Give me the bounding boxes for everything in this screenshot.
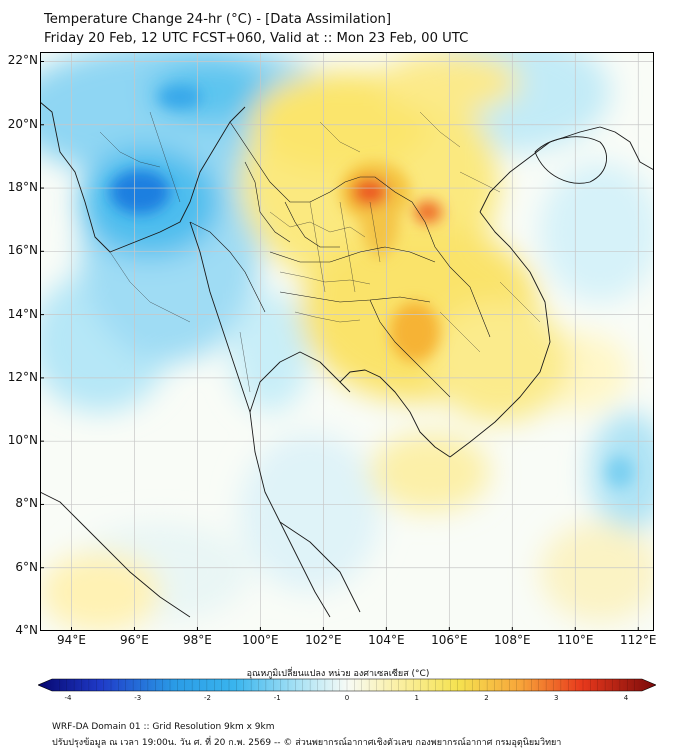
y-tick-label: 20°N bbox=[7, 116, 38, 131]
map-frame bbox=[40, 52, 654, 631]
x-tick-label: 96°E bbox=[120, 633, 149, 647]
footer-credit: ปรับปรุงข้อมูล ณ เวลา 19:00น. วัน ศ. ที่… bbox=[52, 738, 562, 748]
colorbar-tick-label: -2 bbox=[204, 694, 211, 702]
y-tick-label: 10°N bbox=[7, 433, 38, 448]
map-title: Temperature Change 24-hr (°C) - [Data As… bbox=[44, 12, 392, 27]
colorbar-tick-label: 1 bbox=[414, 694, 419, 702]
colorbar-tick-label: 3 bbox=[554, 694, 559, 702]
map-subtitle: Friday 20 Feb, 12 UTC FCST+060, Valid at… bbox=[44, 31, 469, 46]
colorbar-tick-label: 2 bbox=[484, 694, 489, 702]
x-tick-label: 98°E bbox=[182, 633, 212, 647]
x-tick-label: 104°E bbox=[368, 633, 405, 647]
heat-hotspots bbox=[110, 85, 634, 488]
x-tick-label: 110°E bbox=[557, 633, 594, 647]
x-tick-label: 106°E bbox=[431, 633, 468, 647]
x-tick-label: 102°E bbox=[305, 633, 342, 647]
colorbar-tick-label: -1 bbox=[273, 694, 281, 702]
country-borders bbox=[189, 121, 491, 398]
colorbar-tick-label: 0 bbox=[344, 694, 350, 702]
coastlines bbox=[40, 101, 654, 618]
y-tick-label: 16°N bbox=[7, 243, 38, 258]
footer-domain: WRF-DA Domain 01 :: Grid Resolution 9km … bbox=[52, 722, 275, 732]
colorbar-title: อุณหภูมิเปลี่ยนแปลง หน่วย องศาเซลเซียส (… bbox=[246, 669, 430, 679]
province-borders bbox=[99, 111, 541, 393]
colorbar bbox=[38, 678, 656, 692]
graticule bbox=[40, 52, 654, 631]
y-tick-label: 6°N bbox=[15, 559, 38, 574]
y-tick-label: 8°N bbox=[15, 496, 38, 511]
y-tick-label: 14°N bbox=[7, 306, 38, 321]
x-tick-label: 100°E bbox=[242, 633, 279, 647]
y-tick-label: 22°N bbox=[7, 53, 38, 68]
x-tick-label: 94°E bbox=[57, 633, 86, 647]
map-area[interactable] bbox=[40, 52, 654, 631]
heat-field bbox=[40, 52, 654, 631]
colorbar-tick-label: -3 bbox=[134, 694, 142, 702]
y-tick-label: 18°N bbox=[7, 180, 38, 195]
axis-ticks bbox=[40, 60, 639, 631]
temperature-map[interactable] bbox=[40, 52, 654, 631]
y-tick-label: 12°N bbox=[7, 369, 38, 384]
colorbar-tick-label: -4 bbox=[64, 694, 72, 702]
colorbar-tick-label: 4 bbox=[623, 694, 629, 702]
y-tick-label: 4°N bbox=[15, 623, 38, 637]
x-tick-label: 112°E bbox=[620, 633, 657, 647]
colorbar-divisions bbox=[59, 679, 635, 691]
x-tick-label: 108°E bbox=[494, 633, 531, 647]
